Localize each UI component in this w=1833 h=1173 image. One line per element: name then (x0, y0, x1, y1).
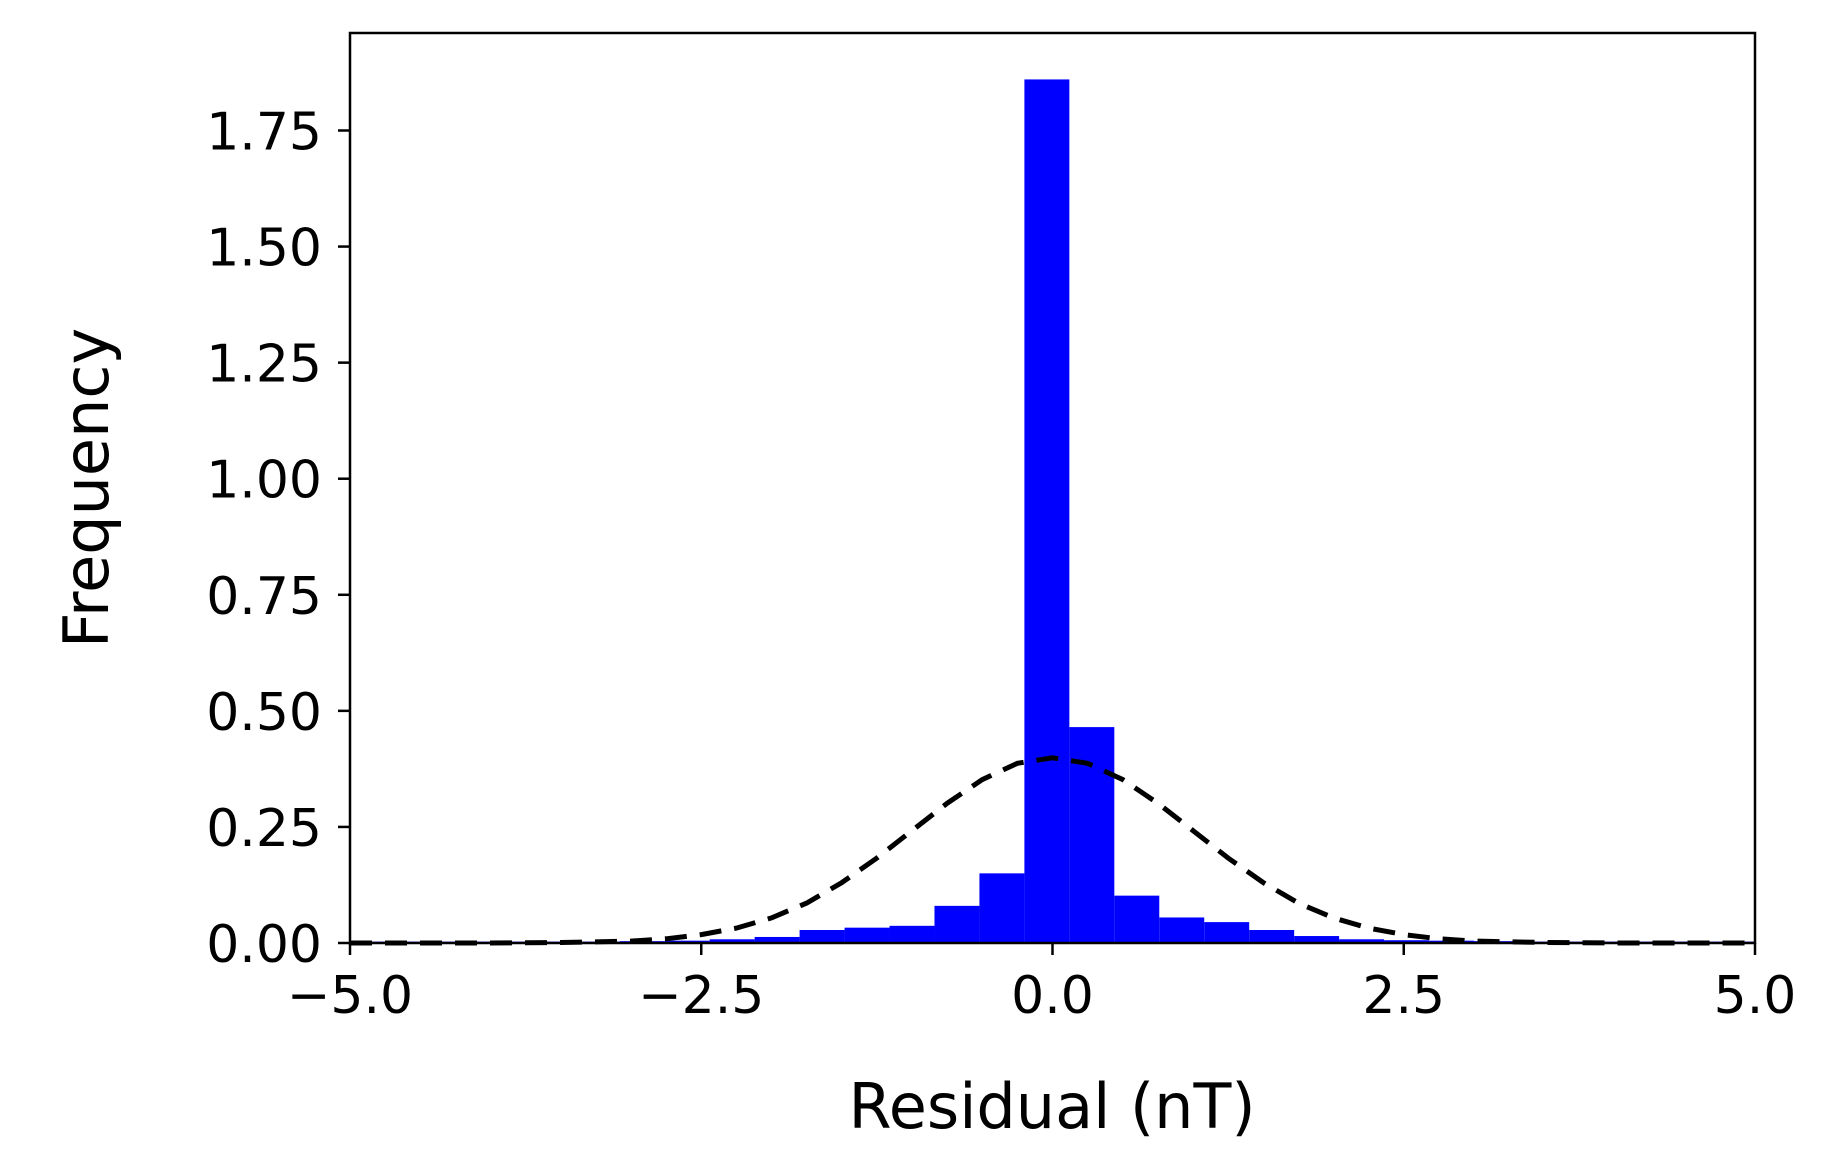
histogram-bars (350, 79, 1755, 943)
histogram-bar (1384, 940, 1430, 943)
y-tick-label: 1.00 (206, 451, 322, 511)
histogram-bar (1204, 922, 1250, 943)
histogram-bar (709, 939, 755, 943)
y-axis-title: Frequency (50, 328, 123, 648)
histogram-bar (1159, 917, 1205, 943)
normal-curve-line (350, 755, 1755, 946)
x-tick-label: −2.5 (638, 966, 764, 1026)
x-tick-label: 0.0 (1011, 966, 1094, 1026)
histogram-bar (799, 930, 845, 943)
histogram-bar (1294, 936, 1340, 943)
histogram-bar (889, 925, 935, 943)
y-tick-label: 1.75 (206, 103, 322, 163)
x-tick-label: −5.0 (287, 966, 413, 1026)
histogram-bar (1114, 895, 1160, 943)
y-tick-label: 1.50 (206, 219, 322, 279)
histogram-bar (1249, 930, 1295, 943)
y-tick-label: 1.25 (206, 335, 322, 395)
y-tick-label: 0.25 (206, 799, 322, 859)
y-tick-label: 0.50 (206, 683, 322, 743)
y-axis-ticks: 0.00 0.25 0.50 0.75 1.00 1.25 1.50 1.75 (206, 103, 350, 975)
x-axis-ticks: −5.0 −2.5 0.0 2.5 5.0 (287, 943, 1796, 1026)
histogram-bar (1339, 939, 1385, 943)
y-tick-label: 0.00 (206, 915, 322, 975)
x-tick-label: 5.0 (1714, 966, 1797, 1026)
histogram-bar (754, 936, 800, 943)
histogram-bar (1024, 79, 1070, 943)
histogram-bar (979, 873, 1025, 943)
x-tick-label: 2.5 (1362, 966, 1445, 1026)
histogram-bar (934, 905, 980, 943)
histogram-bar (844, 927, 890, 943)
x-axis-title: Residual (nT) (848, 1070, 1255, 1143)
y-tick-label: 0.75 (206, 567, 322, 627)
